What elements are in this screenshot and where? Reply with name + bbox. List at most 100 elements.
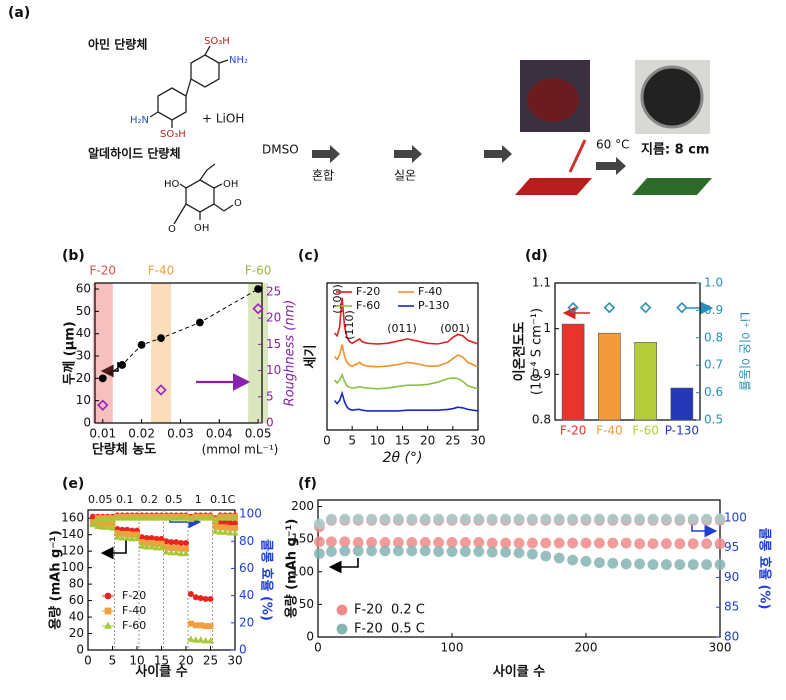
marker — [206, 514, 215, 521]
photo-film — [527, 78, 579, 122]
marker — [446, 513, 458, 525]
y2-tick-label: 90 — [724, 570, 739, 584]
y-tick-label: 10 — [76, 393, 91, 407]
marker — [108, 524, 117, 531]
marker — [352, 513, 364, 525]
plot-frame — [554, 282, 701, 421]
marker — [607, 557, 619, 569]
y-axis-title: 두께 (μm) — [63, 321, 78, 384]
marker — [163, 538, 170, 545]
trend-line — [102, 288, 259, 379]
marker — [580, 513, 592, 525]
marker — [177, 549, 185, 557]
marker — [661, 538, 672, 550]
marker — [187, 620, 194, 627]
marker — [157, 334, 165, 343]
group-label: O — [168, 224, 176, 235]
marker — [138, 542, 146, 549]
bar — [670, 387, 694, 421]
marker — [540, 550, 552, 562]
bar — [598, 332, 621, 421]
group-label: NH₂ — [229, 55, 248, 66]
legend-label: F-40 — [418, 285, 442, 298]
marker — [459, 546, 471, 557]
marker — [459, 513, 471, 525]
y2-tick-label: 0.7 — [704, 358, 723, 372]
group-label: HO — [164, 179, 180, 190]
peak-annotation: (001) — [440, 322, 470, 335]
legend-label: P-130 — [418, 299, 449, 312]
y2-tick-label: 10 — [266, 363, 281, 377]
panel-label: (d) — [525, 248, 548, 264]
marker — [366, 513, 378, 525]
marker — [113, 514, 121, 521]
y-tick-label: 0.9 — [532, 367, 551, 381]
marker — [313, 548, 325, 559]
marker — [379, 513, 391, 525]
series-line — [333, 372, 479, 390]
marker — [513, 537, 525, 549]
marker — [202, 623, 209, 630]
marker — [172, 548, 180, 556]
y-tick-label: 20 — [76, 371, 91, 385]
marker — [187, 591, 194, 598]
y2-tick-label: 0.6 — [704, 385, 723, 399]
marker — [104, 523, 112, 530]
x-tick-label: 0.02 — [128, 427, 155, 441]
y-tick-label: 50 — [76, 304, 91, 318]
marker — [89, 519, 97, 527]
marker — [419, 513, 431, 525]
y2-tick-label: 0.5 — [704, 413, 723, 427]
marker — [167, 514, 175, 521]
marker — [607, 537, 619, 549]
x-tick-label: 20 — [178, 654, 193, 668]
y2-tick-label: 85 — [724, 600, 739, 614]
marker — [419, 545, 431, 557]
rate-label: 1 — [195, 493, 202, 506]
rate-label: 0.1C — [210, 493, 235, 506]
band-label: F-60 — [245, 264, 272, 278]
x-tick-label: 0 — [84, 654, 92, 668]
marker — [157, 543, 166, 551]
amine-structure — [149, 45, 229, 128]
marker — [94, 515, 102, 522]
marker — [513, 513, 525, 525]
marker — [231, 529, 239, 536]
x-tick-label: 10 — [370, 434, 385, 448]
y2-tick-label: 100 — [239, 507, 262, 521]
marker — [392, 513, 404, 525]
marker — [486, 537, 498, 549]
reagent: + LiOH — [202, 112, 244, 126]
marker — [339, 536, 351, 548]
marker — [352, 545, 364, 557]
concentration-band — [92, 283, 113, 423]
x-axis-title: 2θ (°) — [383, 450, 423, 466]
x-tick-label: 5 — [109, 654, 117, 668]
marker — [607, 513, 619, 525]
marker — [325, 536, 337, 548]
y2-tick-label: 5 — [266, 389, 274, 403]
marker — [620, 513, 632, 525]
marker — [674, 513, 686, 525]
marker — [594, 557, 605, 569]
y2-tick-label: 0.8 — [704, 330, 723, 344]
marker — [647, 513, 659, 525]
marker — [594, 513, 605, 525]
marker — [153, 535, 160, 542]
x-tick-label: 15 — [154, 654, 169, 668]
marker — [108, 515, 117, 522]
legend-label: F-60 — [122, 619, 146, 632]
y2-tick-label: 0 — [266, 416, 274, 430]
marker — [182, 549, 190, 557]
marker — [473, 513, 485, 525]
band-label: F-20 — [90, 264, 117, 278]
group-label: OH — [194, 223, 209, 234]
legend-label: F-20 — [122, 589, 146, 602]
marker — [216, 514, 224, 521]
panel-label: (a) — [8, 5, 30, 21]
marker — [594, 537, 605, 549]
x-tick-label: 100 — [441, 641, 464, 655]
bar — [634, 342, 657, 421]
marker — [168, 539, 175, 546]
